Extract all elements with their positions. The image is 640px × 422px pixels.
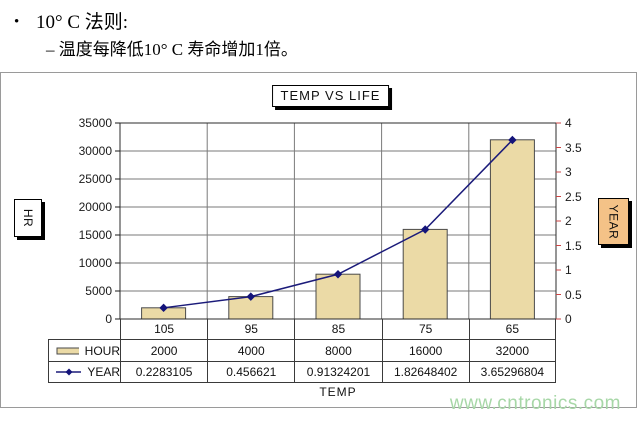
category-label: 95: [207, 319, 294, 339]
legend-label: HOUR: [84, 343, 120, 358]
left-tick-label: 20000: [78, 200, 112, 214]
hour-value: 2000: [120, 339, 208, 361]
right-tick-label: 0: [565, 312, 572, 326]
bullet1-text: 10° C 法则:: [36, 12, 129, 33]
year-value-text: 3.65296804: [480, 365, 545, 379]
left-axis-title-box: HR: [14, 199, 42, 237]
year-value: 0.91324201: [294, 361, 382, 383]
category-label: 105: [120, 319, 207, 339]
year-marker: [246, 292, 255, 301]
year-value: 1.82648402: [381, 361, 469, 383]
year-value-text: 0.2283105: [135, 365, 193, 379]
right-tick-label: 2: [565, 214, 572, 228]
category-label-text: 85: [331, 322, 346, 336]
watermark: www.cntronics.com: [449, 393, 621, 414]
chart-title: TEMP VS LIFE: [271, 85, 390, 107]
hour-value: 8000: [294, 339, 382, 361]
slide-bullet-2: – 温度每降低10° C 寿命增加1倍。: [46, 40, 298, 59]
year-marker: [333, 270, 343, 279]
hour-bar-swatch-icon: [56, 347, 79, 354]
left-tick-label: 25000: [78, 172, 112, 186]
year-value: 3.65296804: [468, 361, 556, 383]
year-value: 0.456621: [207, 361, 295, 383]
year-marker: [508, 135, 517, 145]
left-tick-label: 5000: [85, 284, 112, 298]
year-value-text: 0.456621: [226, 365, 277, 379]
right-tick-label: 3: [565, 165, 572, 179]
year-value-text: 0.91324201: [306, 365, 371, 379]
right-tick-label: 1: [565, 263, 572, 277]
left-tick-label: 30000: [78, 144, 112, 158]
right-tick-label: 3.5: [565, 140, 582, 155]
hour-value-text: 8000: [325, 343, 352, 358]
year-line-swatch-icon: [56, 368, 82, 376]
hour-value-text: 16000: [408, 343, 443, 358]
table-corner-cell: [48, 319, 120, 339]
hour-value-text: 2000: [150, 343, 178, 358]
chart-frame: TEMP VS LIFE HR YEAR 35000 30000 25000 2000…: [0, 72, 637, 408]
bullet-dot-icon: •: [14, 14, 20, 30]
hour-bar: [489, 139, 535, 320]
category-label: 85: [294, 319, 381, 339]
legend-cell-year: YEAR: [48, 361, 120, 383]
plot-area: [115, 122, 561, 320]
category-label-text: 105: [154, 322, 175, 336]
left-tick-label: 0: [105, 312, 112, 326]
year-marker: [159, 303, 168, 313]
chart-data-table: 105 95 85 75 65 HOUR 2000 4000 8000 16000 32000 YEA…: [48, 319, 556, 383]
hour-bar: [402, 228, 448, 320]
category-label: 75: [381, 319, 469, 339]
right-tick-label: 4: [565, 116, 572, 130]
right-tick-label: 2.5: [565, 189, 582, 204]
right-axis-title-box: YEAR: [598, 198, 629, 245]
left-tick-label: 35000: [78, 116, 112, 130]
category-label-text: 75: [418, 322, 433, 336]
hour-bar: [315, 273, 361, 320]
category-label-text: 95: [244, 322, 258, 336]
hour-value: 16000: [381, 339, 469, 361]
year-value: 0.2283105: [120, 361, 208, 383]
right-tick-label: 1.5: [565, 238, 582, 253]
hour-value: 4000: [207, 339, 295, 361]
x-axis-title: TEMP: [319, 385, 357, 399]
legend-cell-hour: HOUR: [48, 339, 120, 361]
legend-label: YEAR: [87, 365, 120, 379]
year-value-text: 1.82648402: [393, 365, 458, 379]
category-label: 65: [468, 319, 556, 339]
right-axis-title: YEAR: [606, 204, 621, 239]
slide-bullet-1: • 10° C 法则:: [14, 7, 128, 34]
hour-value: 32000: [468, 339, 556, 361]
right-tick-label: 0.5: [565, 287, 582, 302]
left-tick-label: 10000: [78, 256, 112, 270]
hour-value-text: 4000: [237, 343, 265, 358]
category-label-text: 65: [505, 322, 520, 336]
year-marker: [421, 225, 430, 234]
hour-value-text: 32000: [495, 343, 530, 358]
left-tick-label: 15000: [78, 228, 112, 242]
left-axis-title: HR: [21, 208, 35, 228]
